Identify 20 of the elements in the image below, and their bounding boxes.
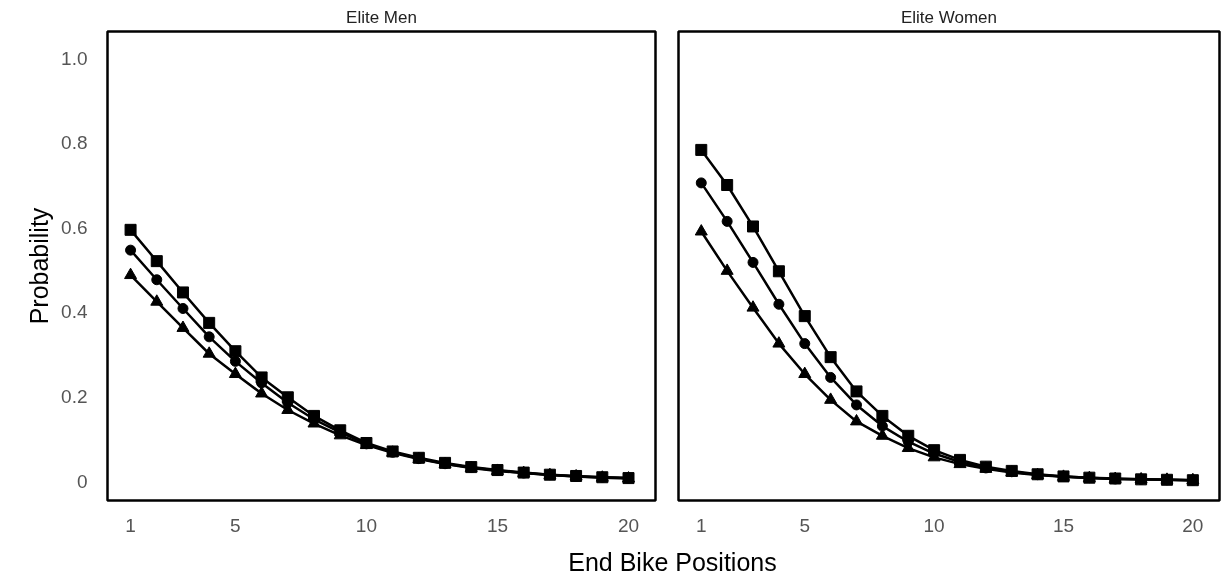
x-axis-title: End Bike Positions — [568, 547, 777, 578]
y-tick-label: 0.2 — [61, 385, 88, 407]
y-tick-label: 0 — [76, 470, 88, 492]
chart-title: Elite Women — [900, 7, 998, 27]
x-tick-label: 20 — [1182, 514, 1204, 536]
y-tick-label: 1.0 — [61, 47, 88, 69]
x-tick-label: 15 — [1052, 514, 1075, 536]
x-tick-label: 10 — [355, 514, 377, 536]
x-tick-label: 5 — [799, 514, 811, 536]
y-axis-title: Probability — [25, 207, 54, 325]
x-tick-label: 15 — [486, 514, 509, 536]
y-tick-label: 0.6 — [61, 216, 88, 238]
chart-title: Elite Men — [346, 7, 417, 27]
y-tick-label: 0.8 — [61, 132, 88, 154]
x-tick-label: 20 — [617, 514, 640, 536]
y-tick-label: 0.4 — [61, 301, 88, 323]
x-tick-label: 1 — [125, 514, 136, 536]
x-tick-label: 1 — [695, 514, 707, 536]
x-tick-label: 10 — [923, 514, 945, 536]
x-tick-label: 5 — [230, 514, 241, 536]
